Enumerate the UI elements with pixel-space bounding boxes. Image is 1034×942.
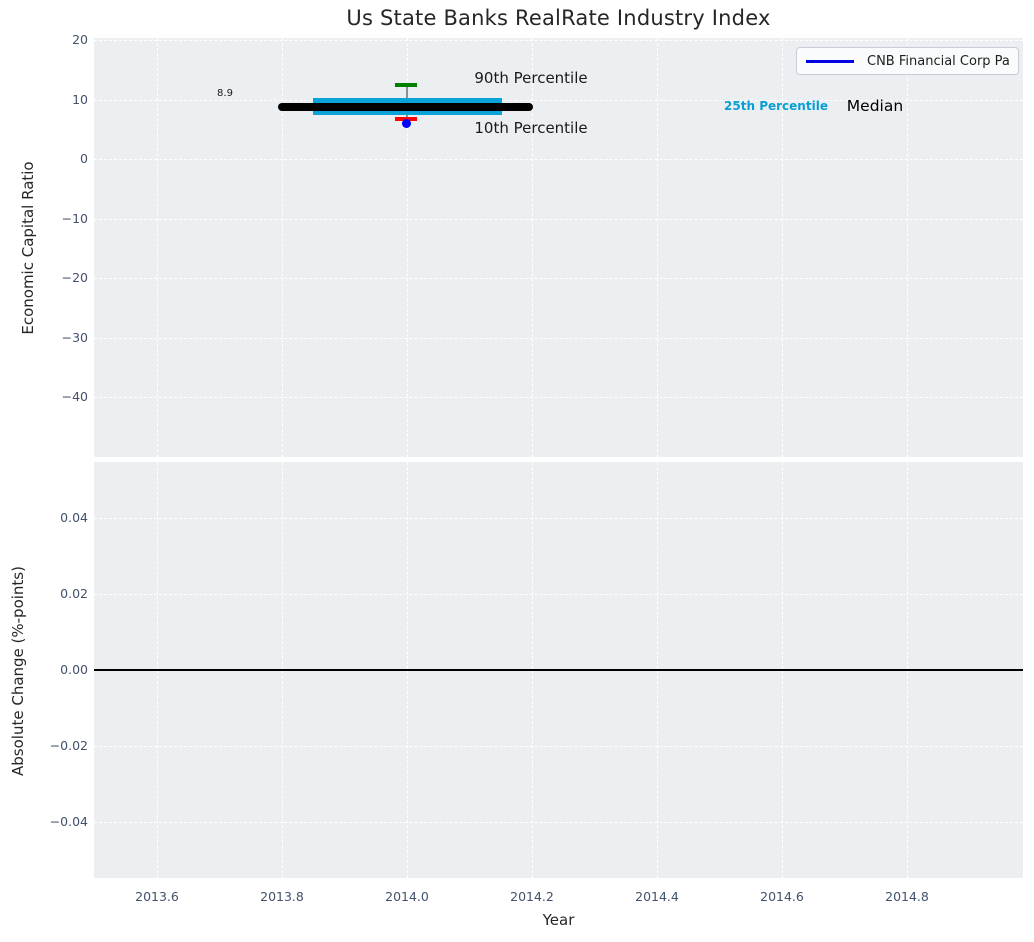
p10-cap bbox=[395, 117, 417, 121]
annotation-median-value: 8.9 bbox=[217, 88, 233, 99]
gridline-vertical bbox=[282, 38, 283, 457]
legend-box: CNB Financial Corp Pa bbox=[796, 47, 1019, 75]
xtick-label: 2014.8 bbox=[885, 889, 929, 904]
legend-line-icon bbox=[806, 59, 854, 63]
ytick-label: 0.00 bbox=[60, 662, 88, 677]
annotation-25th-percentile: 25th Percentile bbox=[724, 99, 828, 113]
gridline-vertical bbox=[907, 38, 908, 457]
gridline-horizontal bbox=[94, 337, 1023, 339]
ytick-label: −40 bbox=[61, 389, 88, 404]
xtick-label: 2014.0 bbox=[385, 889, 429, 904]
gridline-horizontal bbox=[94, 746, 1023, 747]
gridline-vertical bbox=[657, 38, 658, 457]
gridline-horizontal bbox=[94, 822, 1023, 823]
gridline-horizontal bbox=[94, 397, 1023, 398]
legend-label: CNB Financial Corp Pa bbox=[867, 53, 1010, 69]
gridline-horizontal bbox=[94, 99, 1023, 101]
gridline-horizontal bbox=[94, 278, 1023, 279]
gridline-vertical bbox=[532, 38, 533, 457]
ytick-label: −0.04 bbox=[49, 814, 88, 829]
company-data-point bbox=[402, 119, 411, 128]
median-line bbox=[278, 102, 533, 111]
xtick-label: 2013.8 bbox=[260, 889, 304, 904]
xtick-label: 2014.6 bbox=[760, 889, 804, 904]
ytick-label: 20 bbox=[72, 32, 88, 47]
ytick-label: 10 bbox=[72, 91, 88, 107]
xtick-label: 2014.2 bbox=[510, 889, 554, 904]
gridline-horizontal bbox=[94, 159, 1023, 160]
gridline-vertical bbox=[157, 38, 158, 457]
bottom-plot-area bbox=[94, 462, 1023, 878]
annotation-10th-percentile: 10th Percentile bbox=[474, 119, 588, 137]
annotation-90th-percentile: 90th Percentile bbox=[474, 69, 588, 87]
xtick-label: 2014.4 bbox=[635, 889, 679, 904]
p90-cap bbox=[395, 83, 417, 87]
chart-title: Us State Banks RealRate Industry Index bbox=[346, 6, 771, 30]
gridline-horizontal bbox=[94, 40, 1023, 41]
annotation-median: Median bbox=[846, 97, 904, 115]
gridline-vertical bbox=[782, 38, 783, 457]
top-plot-area: 8.9 90th Percentile 10th Percentile 25th… bbox=[94, 38, 1023, 457]
gridline-horizontal bbox=[94, 518, 1023, 519]
top-y-axis-label: Economic Capital Ratio bbox=[19, 161, 37, 335]
gridline-horizontal bbox=[94, 594, 1023, 595]
gridline-vertical bbox=[407, 38, 408, 457]
ytick-label: 0 bbox=[80, 151, 88, 166]
xtick-label: 2013.6 bbox=[135, 889, 179, 904]
ytick-label: 0.04 bbox=[60, 510, 88, 525]
ytick-label: −10 bbox=[61, 210, 88, 226]
bottom-y-axis-label: Absolute Change (%-points) bbox=[9, 566, 27, 776]
ytick-label: −20 bbox=[61, 270, 88, 285]
ytick-label: −30 bbox=[61, 329, 88, 345]
gridline-horizontal bbox=[94, 218, 1023, 220]
ytick-label: 0.02 bbox=[60, 586, 88, 601]
ytick-label: −0.02 bbox=[49, 738, 88, 753]
x-axis-label: Year bbox=[542, 911, 575, 929]
zero-line bbox=[94, 669, 1023, 671]
